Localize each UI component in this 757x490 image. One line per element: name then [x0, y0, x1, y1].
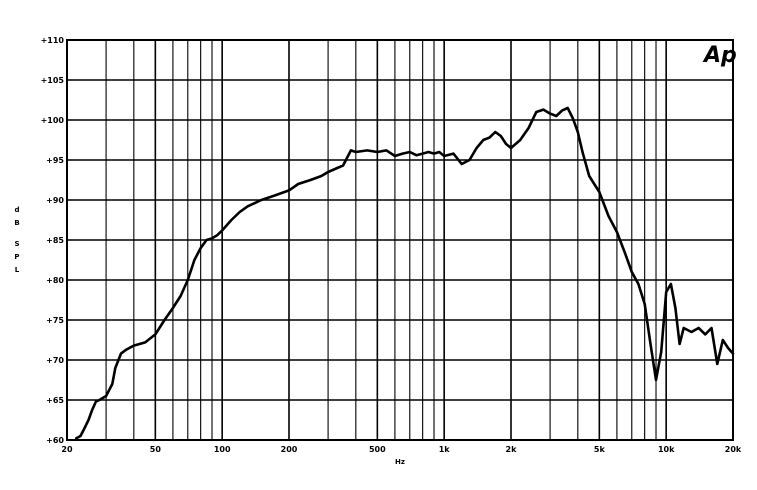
plot-frame — [66, 39, 734, 441]
y-tick-label: +85 — [46, 236, 64, 245]
y-axis-label-letter: d — [14, 206, 19, 214]
y-tick-label: +105 — [41, 76, 65, 85]
y-axis-label-letter: L — [15, 266, 20, 274]
x-tick-label: 50 — [150, 445, 162, 454]
x-tick-label: 20 — [61, 445, 73, 454]
y-tick-label: +70 — [46, 356, 64, 365]
x-tick-label: 200 — [281, 445, 298, 454]
frequency-response-line — [74, 106, 735, 440]
y-tick-labels: +60 +65 +70 +75 +80 +85 +90 +95 +100 +105 +110 — [41, 36, 65, 445]
grid-major — [67, 40, 733, 440]
x-tick-label: 500 — [369, 445, 386, 454]
y-tick-label: +60 — [46, 436, 64, 445]
y-axis-label-letter: P — [14, 253, 19, 261]
y-tick-label: +75 — [46, 316, 64, 325]
x-tick-label: 1k — [439, 445, 451, 454]
x-tick-labels: 20 50 100 200 500 1k 2k 5k 10k 20k — [61, 445, 741, 454]
y-tick-label: +100 — [41, 116, 65, 125]
ap-logo: Ap — [702, 43, 737, 68]
x-tick-label: 2k — [506, 445, 518, 454]
x-tick-label: 100 — [214, 445, 231, 454]
y-tick-label: +90 — [46, 196, 64, 205]
y-tick-label: +65 — [46, 396, 64, 405]
y-tick-label: +95 — [46, 156, 64, 165]
y-axis-label: dB SPL — [14, 206, 19, 274]
y-tick-label: +80 — [46, 276, 64, 285]
x-tick-label: 5k — [594, 445, 606, 454]
y-tick-label: +110 — [41, 36, 65, 45]
y-axis-label-letter: S — [14, 240, 19, 248]
x-tick-label: 10k — [658, 445, 675, 454]
x-tick-label: 20k — [725, 445, 742, 454]
x-axis-label: Hz — [395, 458, 405, 466]
y-axis-label-letter: B — [14, 219, 19, 227]
